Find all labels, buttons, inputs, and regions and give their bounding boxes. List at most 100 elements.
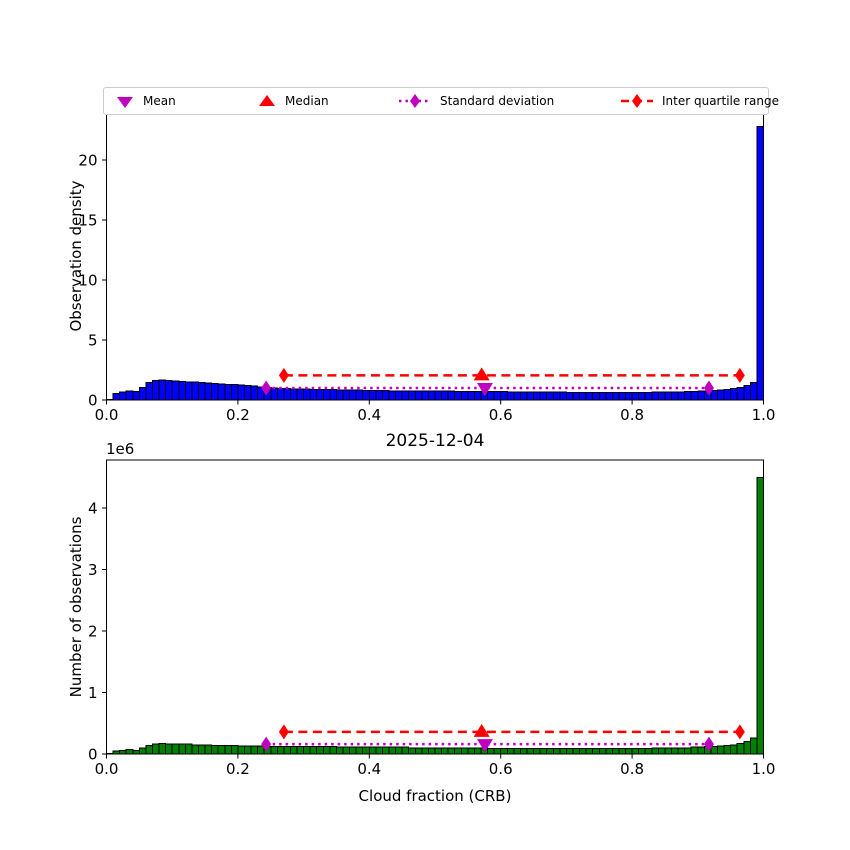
y-tick-label: 3 — [88, 561, 98, 579]
x-tick-label: 0.6 — [489, 760, 513, 778]
legend-label-mean: Mean — [143, 94, 176, 108]
std-high-diamond-marker — [703, 736, 714, 752]
x-tick-label: 1.0 — [752, 760, 776, 778]
std-deviation-diamond-icon — [399, 94, 431, 108]
legend-label-median: Median — [285, 94, 329, 108]
histogram-bar — [559, 747, 567, 755]
histogram-bar — [441, 390, 449, 401]
histogram-bar — [736, 743, 745, 755]
std-deviation-range — [261, 736, 714, 753]
histogram-bar — [211, 382, 219, 401]
histogram-bar — [375, 390, 383, 401]
y-tick-label: 1 — [88, 684, 98, 702]
histogram-bar — [329, 746, 337, 755]
histogram-bar — [309, 746, 318, 755]
histogram-bar — [625, 747, 633, 755]
histogram-bar — [611, 391, 620, 401]
histogram-bar — [165, 380, 173, 401]
histogram-bar — [151, 379, 160, 401]
histogram-bar — [395, 746, 403, 755]
histogram-bar — [217, 383, 226, 401]
histogram-bar — [710, 746, 719, 755]
histogram-bar — [158, 379, 167, 401]
histogram-bar — [487, 747, 495, 755]
x-tick-label: 0.0 — [95, 406, 119, 424]
bottom-subplot: 0.0 0.2 0.4 0.6 0.8 1.0 0 1 2 3 4 — [88, 459, 776, 778]
histogram-bar — [743, 385, 751, 401]
histogram-bar — [375, 746, 383, 755]
histogram-bar — [447, 747, 456, 755]
x-tick-label: 0.4 — [357, 760, 381, 778]
y-tick-label: 4 — [88, 499, 98, 517]
histogram-bar — [473, 747, 482, 755]
histogram-bar — [690, 390, 699, 401]
histogram-bar — [434, 747, 443, 755]
y-tick-label: 2 — [88, 622, 98, 640]
histogram-bar — [618, 391, 627, 401]
y-tick-label: 0 — [88, 391, 98, 409]
iqr-high-diamond-marker — [734, 367, 745, 383]
histogram-bar — [204, 744, 213, 755]
histogram-bar — [132, 749, 140, 755]
histogram-bar — [230, 744, 239, 755]
x-tick-label: 1.0 — [752, 406, 776, 424]
histogram-bar — [276, 746, 285, 755]
x-tick-label: 0.4 — [357, 406, 381, 424]
histogram-bar — [572, 391, 581, 401]
histogram-bar — [335, 389, 344, 401]
histogram-bar — [421, 390, 429, 401]
histogram-bar — [519, 391, 528, 401]
histogram-bar — [579, 391, 587, 401]
histogram-bar — [401, 746, 410, 755]
histogram-bar — [171, 743, 180, 755]
histogram-bar — [178, 380, 186, 401]
histogram-bar — [487, 391, 495, 401]
histogram-bar — [723, 744, 732, 755]
histogram-bar — [592, 391, 600, 401]
histogram-bar — [651, 747, 659, 755]
x-axis-ticks: 0.0 0.2 0.4 0.6 0.8 1.0 — [95, 754, 776, 778]
y-tick-label: 0 — [88, 745, 98, 763]
x-axis-label: Cloud fraction (CRB) — [358, 787, 512, 805]
histogram-bar — [539, 747, 548, 755]
histogram-bar — [303, 746, 311, 755]
histogram-bar — [671, 391, 679, 401]
iqr-high-diamond-marker — [734, 724, 745, 740]
histogram-bar — [349, 389, 357, 401]
y-tick-label: 20 — [78, 151, 97, 169]
histogram-bar — [381, 746, 390, 755]
y-axis-ticks: 0 1 2 3 4 — [88, 499, 107, 763]
histogram-bar — [657, 747, 666, 755]
histogram-bar — [421, 747, 429, 755]
histogram-bar — [677, 747, 686, 755]
histogram-bar — [388, 746, 397, 755]
x-tick-label: 0.0 — [95, 760, 119, 778]
histogram-bar — [184, 381, 193, 401]
histogram-bar — [119, 749, 127, 755]
histogram-bar — [664, 747, 673, 755]
histogram-bar — [270, 746, 278, 755]
median-triangle-up-icon — [259, 95, 275, 106]
histogram-bar — [690, 746, 699, 755]
histogram-bar — [717, 389, 725, 401]
histogram-bar — [408, 390, 416, 401]
histogram-bar — [381, 390, 390, 401]
histogram-bar — [316, 388, 324, 401]
iqr-diamond-icon — [621, 94, 653, 108]
histogram-bar — [638, 391, 646, 401]
histogram-bar — [191, 381, 199, 401]
histogram-bar — [303, 388, 311, 401]
histogram-bar — [296, 388, 305, 401]
y-axis-ticks: 0 5 10 15 20 — [78, 151, 107, 409]
histogram-bar — [526, 747, 535, 755]
density-histogram-bars — [106, 125, 764, 401]
histogram-bar — [605, 391, 613, 401]
x-tick-label: 0.8 — [620, 406, 644, 424]
histogram-bar — [506, 391, 515, 401]
histogram-bar — [493, 747, 502, 755]
histogram-bar — [500, 747, 508, 755]
histogram-bar — [736, 386, 745, 401]
histogram-bar — [250, 385, 259, 401]
